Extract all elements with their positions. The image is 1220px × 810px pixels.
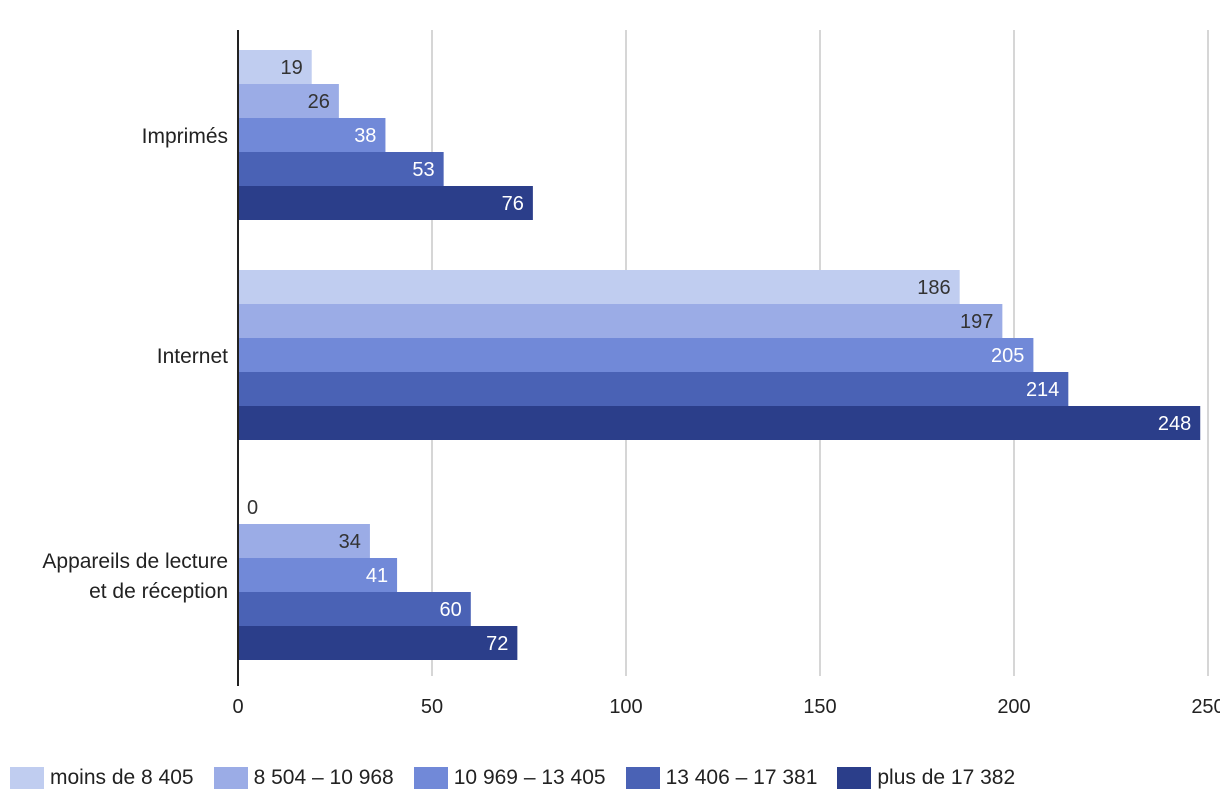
bar-label-1-4: 248 bbox=[1158, 413, 1191, 435]
bar-0-4 bbox=[238, 186, 533, 220]
bar-label-1-0: 186 bbox=[917, 277, 950, 299]
category-label-1: Internet bbox=[157, 345, 228, 368]
bar-label-1-1: 197 bbox=[960, 311, 993, 333]
bar-label-0-1: 26 bbox=[308, 91, 330, 113]
legend-swatch-2 bbox=[413, 767, 448, 789]
bar-label-2-3: 60 bbox=[440, 599, 462, 621]
bar-1-1 bbox=[238, 304, 1003, 338]
bar-2-3 bbox=[238, 592, 471, 626]
legend-item-3: 13 406 – 17 381 bbox=[625, 766, 818, 790]
bar-chart: 19 186 0 26 197 34 38 205 41 53 214 60 76 248 72 0 50 100… bbox=[42, 30, 1220, 718]
bar-label-1-3: 214 bbox=[1026, 379, 1059, 401]
bar-label-1-2: 205 bbox=[991, 345, 1024, 367]
bar-label-2-2: 41 bbox=[366, 565, 388, 587]
bar-2-2 bbox=[238, 558, 398, 592]
bar-2-1 bbox=[238, 524, 370, 558]
bar-label-2-0: 0 bbox=[247, 497, 258, 519]
x-tick-label-100: 100 bbox=[609, 696, 642, 718]
bar-1-3 bbox=[238, 372, 1069, 406]
category-label-2-line-1: et de réception bbox=[89, 580, 228, 603]
bar-label-2-4: 72 bbox=[486, 633, 508, 655]
x-tick-label-50: 50 bbox=[421, 696, 443, 718]
x-tick-label-150: 150 bbox=[803, 696, 836, 718]
legend-label-2: 10 969 – 13 405 bbox=[453, 766, 606, 789]
legend-swatch-3 bbox=[625, 767, 660, 789]
bar-label-0-3: 53 bbox=[412, 159, 434, 181]
bar-1-0 bbox=[238, 270, 960, 304]
legend: moins de 8 405 8 504 – 10 968 10 969 – 13 … bbox=[10, 762, 1035, 794]
legend-swatch-4 bbox=[837, 767, 872, 789]
bar-1-2 bbox=[238, 338, 1034, 372]
category-label-0: Imprimés bbox=[142, 125, 228, 148]
legend-swatch-0 bbox=[10, 767, 44, 789]
x-tick-label-250: 250 bbox=[1191, 696, 1220, 718]
legend-item-4: plus de 17 382 bbox=[837, 766, 1015, 790]
bar-label-0-2: 38 bbox=[354, 125, 376, 147]
legend-label-4: plus de 17 382 bbox=[877, 766, 1016, 789]
legend-label-3: 13 406 – 17 381 bbox=[665, 766, 818, 789]
category-label-2-line-0: Appareils de lecture bbox=[42, 550, 228, 573]
legend-item-0: moins de 8 405 bbox=[10, 766, 194, 790]
bar-label-2-1: 34 bbox=[339, 531, 361, 553]
legend-swatch-1 bbox=[213, 767, 248, 789]
x-tick-label-200: 200 bbox=[997, 696, 1030, 718]
bar-0-0 bbox=[238, 50, 312, 84]
bar-0-3 bbox=[238, 152, 444, 186]
bar-1-4 bbox=[238, 406, 1201, 440]
legend-item-2: 10 969 – 13 405 bbox=[413, 766, 606, 790]
legend-label-1: 8 504 – 10 968 bbox=[253, 766, 394, 789]
bar-2-4 bbox=[238, 626, 518, 660]
legend-label-0: moins de 8 405 bbox=[50, 766, 194, 789]
bar-0-2 bbox=[238, 118, 386, 152]
x-tick-label-0: 0 bbox=[232, 696, 243, 718]
legend-item-1: 8 504 – 10 968 bbox=[213, 766, 394, 790]
bar-0-1 bbox=[238, 84, 339, 118]
bar-label-0-0: 19 bbox=[280, 57, 302, 79]
bar-label-0-4: 76 bbox=[502, 193, 524, 215]
